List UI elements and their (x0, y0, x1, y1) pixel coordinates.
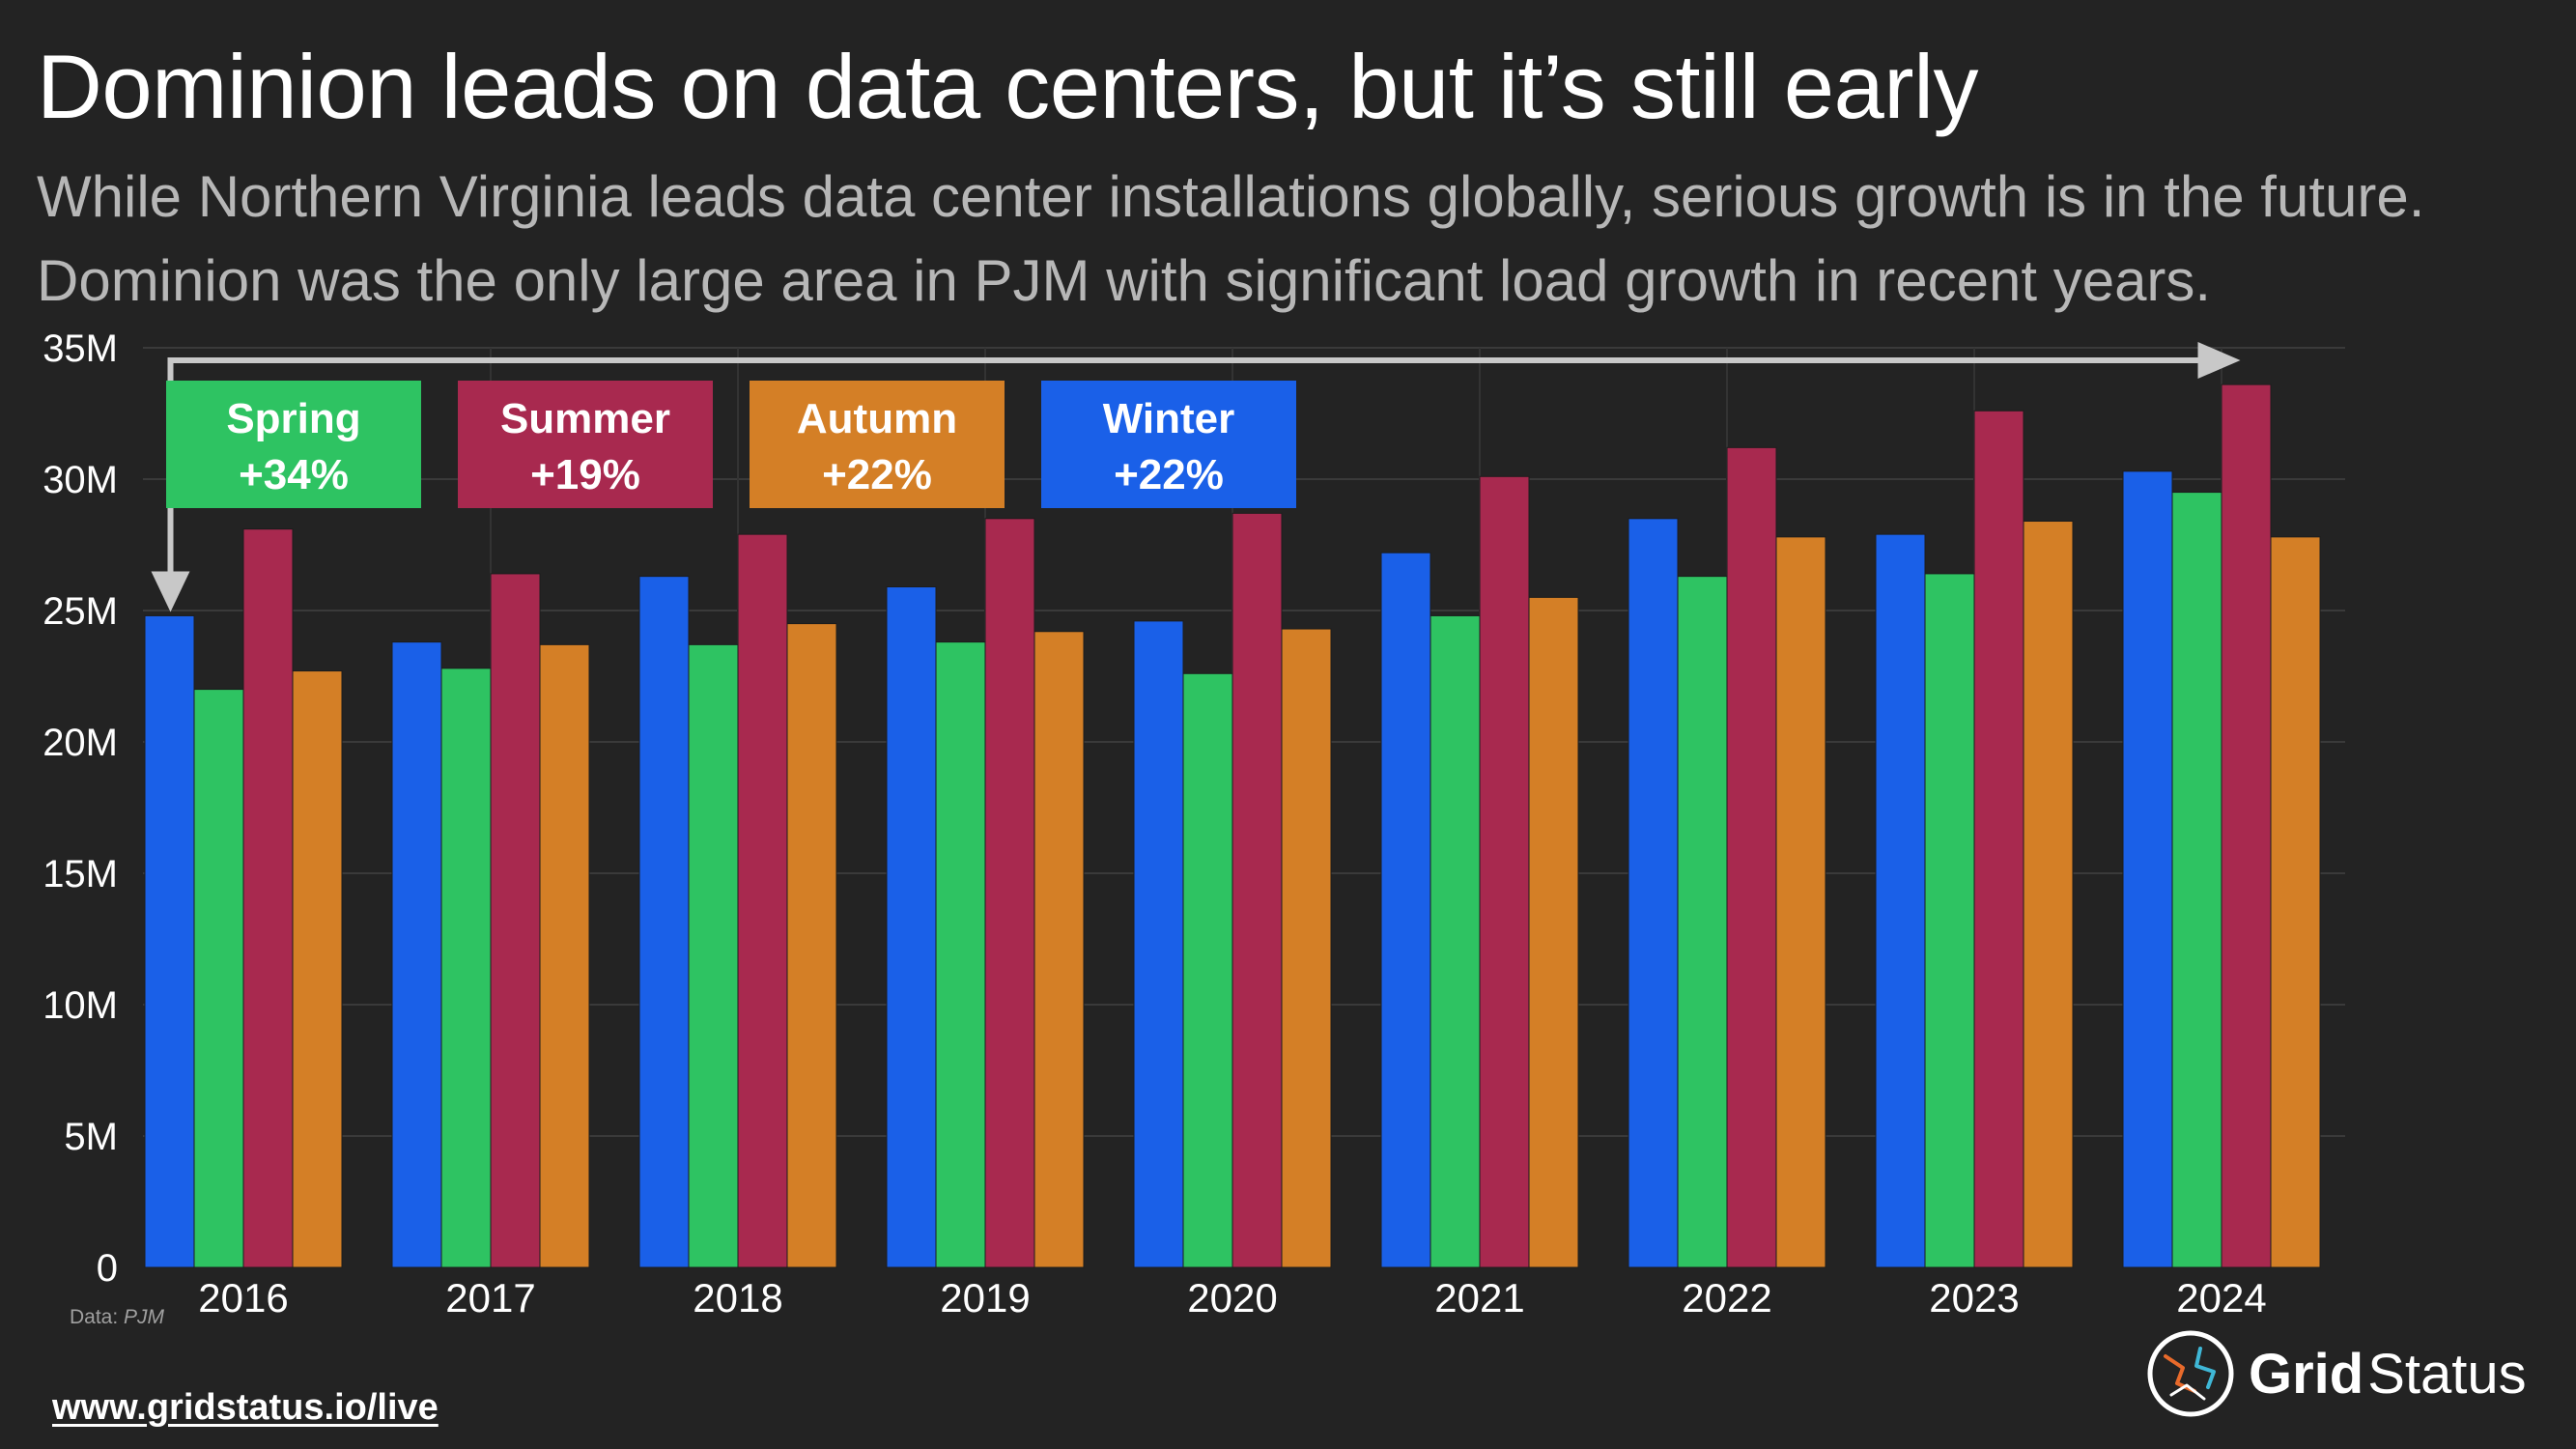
growth-arrow-down-head (151, 571, 190, 612)
x-tick-label: 2016 (198, 1275, 288, 1321)
bar-winter-2024 (2122, 470, 2173, 1268)
data-source-note: Data: PJM (70, 1306, 164, 1329)
legend-box-winter (1041, 381, 1296, 508)
legend-change-label: +34% (239, 451, 349, 498)
legend-box-spring (166, 381, 421, 508)
bar-winter-2021 (1380, 552, 1431, 1268)
bar-summer-2018 (737, 533, 788, 1268)
brand-name-status: Status (2367, 1342, 2527, 1406)
legend-season-label: Autumn (797, 395, 957, 442)
legend-box-autumn (750, 381, 1005, 508)
chart-subtitle: While Northern Virginia leads data cente… (37, 164, 2425, 313)
bar-spring-2018 (688, 643, 739, 1268)
bar-summer-2016 (242, 528, 294, 1268)
bar-autumn-2017 (539, 643, 590, 1268)
bar-autumn-2016 (292, 670, 343, 1268)
bar-summer-2024 (2221, 384, 2272, 1268)
bar-summer-2022 (1726, 446, 1777, 1268)
bar-spring-2021 (1430, 614, 1481, 1268)
x-tick-label: 2018 (693, 1275, 782, 1321)
x-tick-label: 2022 (1682, 1275, 1771, 1321)
chart-title: Dominion leads on data centers, but it’s… (37, 36, 1978, 137)
y-tick-label: 0 (97, 1247, 118, 1290)
bar-spring-2022 (1677, 576, 1728, 1268)
brand-name-grid: Grid (2249, 1342, 2364, 1406)
website-link[interactable]: www.gridstatus.io/live (52, 1387, 439, 1428)
bar-summer-2017 (490, 573, 541, 1268)
bar-winter-2018 (638, 576, 690, 1268)
x-tick-label: 2020 (1187, 1275, 1277, 1321)
bar-spring-2019 (935, 641, 986, 1268)
bar-summer-2021 (1479, 475, 1530, 1268)
source-name: PJM (124, 1306, 165, 1328)
bar-winter-2023 (1875, 533, 1926, 1268)
growth-arrow-right-head (2197, 342, 2241, 379)
bar-autumn-2018 (786, 623, 837, 1268)
x-tick-label: 2019 (940, 1275, 1030, 1321)
legend-season-label: Spring (226, 395, 360, 442)
x-tick-label: 2023 (1929, 1275, 2019, 1321)
bar-winter-2020 (1133, 620, 1184, 1268)
bar-autumn-2021 (1528, 596, 1579, 1268)
bar-autumn-2023 (2023, 521, 2074, 1268)
grid-status-logo-icon (2147, 1330, 2234, 1417)
bar-spring-2016 (193, 689, 244, 1268)
legend-change-label: +22% (822, 451, 932, 498)
y-tick-label: 10M (42, 984, 118, 1027)
bar-spring-2023 (1924, 573, 1975, 1268)
x-tick-label: 2017 (445, 1275, 535, 1321)
bar-winter-2019 (886, 586, 937, 1268)
legend-box-summer (458, 381, 713, 508)
legend-change-label: +19% (530, 451, 640, 498)
bar-spring-2017 (440, 668, 492, 1268)
bar-summer-2023 (1973, 410, 2024, 1268)
y-tick-label: 30M (42, 459, 118, 501)
brand-logo-group: GridStatus (2144, 1327, 2527, 1420)
bar-winter-2016 (144, 614, 195, 1268)
x-tick-label: 2021 (1434, 1275, 1524, 1321)
bar-spring-2020 (1182, 672, 1233, 1268)
y-tick-label: 15M (42, 853, 118, 895)
legend-change-label: +22% (1114, 451, 1224, 498)
legend-season-label: Winter (1103, 395, 1235, 442)
bar-spring-2024 (2171, 492, 2222, 1268)
y-tick-label: 20M (42, 722, 118, 764)
bar-autumn-2024 (2270, 536, 2321, 1268)
bar-summer-2020 (1231, 512, 1283, 1268)
y-tick-label: 25M (42, 590, 118, 633)
y-tick-label: 35M (42, 327, 118, 370)
bar-autumn-2022 (1775, 536, 1826, 1268)
bar-autumn-2019 (1033, 631, 1085, 1268)
bar-winter-2017 (391, 641, 442, 1268)
bar-summer-2019 (984, 518, 1035, 1268)
bar-autumn-2020 (1281, 628, 1332, 1268)
y-tick-label: 5M (64, 1116, 118, 1158)
bar-winter-2022 (1628, 518, 1679, 1268)
legend-season-label: Summer (500, 395, 670, 442)
x-tick-label: 2024 (2176, 1275, 2266, 1321)
source-prefix: Data: (70, 1306, 119, 1328)
